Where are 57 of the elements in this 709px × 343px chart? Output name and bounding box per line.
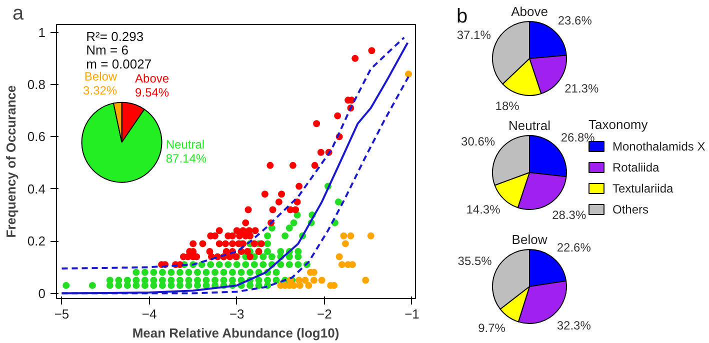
y-tick-label: 0.2 — [27, 234, 46, 249]
point — [367, 232, 374, 240]
x-axis-title: Mean Relative Abundance (log10) — [132, 326, 340, 340]
point — [347, 232, 354, 240]
y-tick-label: 0 — [38, 286, 46, 301]
point — [296, 276, 303, 284]
data-label: 26.8% — [560, 130, 596, 145]
point — [342, 240, 349, 248]
point — [362, 276, 370, 284]
y-axis-title: Frequency of Occurance — [3, 85, 18, 238]
slice-label: Neutral — [166, 137, 205, 152]
x-tick-label: −3 — [229, 306, 244, 322]
slice-label: Above — [135, 71, 170, 86]
data-label: 23.6% — [558, 14, 592, 28]
data-label: 87.14% — [166, 151, 207, 166]
legend-title: Taxonomy — [588, 117, 648, 132]
data-label: 28.3% — [552, 208, 586, 222]
data-label: 9.54% — [135, 85, 170, 100]
data-label: 3.32% — [83, 84, 118, 98]
data-label: 32.3% — [556, 318, 592, 332]
data-label: 22.6% — [556, 240, 592, 255]
data-label: 14.3% — [466, 202, 501, 217]
point — [340, 232, 348, 240]
chart-title: Above — [511, 4, 548, 19]
annotation: m = 0.0027 — [86, 56, 152, 72]
annotation: Nm = 6 — [86, 42, 128, 58]
y-tick-label: 0.4 — [27, 181, 46, 196]
data-label: 35.5% — [458, 254, 492, 268]
point — [336, 253, 343, 260]
x-tick-label: −2 — [317, 306, 332, 322]
slice-label: Below — [84, 70, 118, 84]
x-tick-label: −1 — [404, 306, 420, 322]
data-label: 30.6% — [461, 134, 496, 148]
point — [302, 276, 309, 284]
chart-title: a — [12, 2, 24, 24]
legend-label: Others — [612, 202, 649, 216]
legend-label: Monothalamids X — [612, 140, 706, 154]
y-tick-label: 0.6 — [27, 129, 46, 144]
point — [318, 276, 326, 284]
point — [338, 261, 346, 268]
data-label: 18% — [495, 99, 520, 114]
data-label: 37.1% — [456, 28, 492, 42]
chart-title: Below — [512, 232, 548, 247]
point — [404, 70, 412, 78]
y-tick-label: 1 — [38, 24, 46, 40]
point — [310, 276, 318, 284]
y-tick-label: 0.8 — [27, 77, 46, 92]
data-label: 21.3% — [564, 82, 599, 96]
text: b — [456, 6, 468, 28]
point — [305, 282, 312, 289]
data-label: 9.7% — [478, 320, 506, 335]
chart-title: Neutral — [508, 118, 551, 133]
annotation: R²= 0.293 — [86, 28, 144, 44]
legend-label: Textulariida — [612, 182, 674, 196]
legend-label: Rotaliida — [612, 160, 660, 174]
x-tick-label: −4 — [142, 306, 157, 322]
x-tick-label: −5 — [54, 306, 70, 322]
